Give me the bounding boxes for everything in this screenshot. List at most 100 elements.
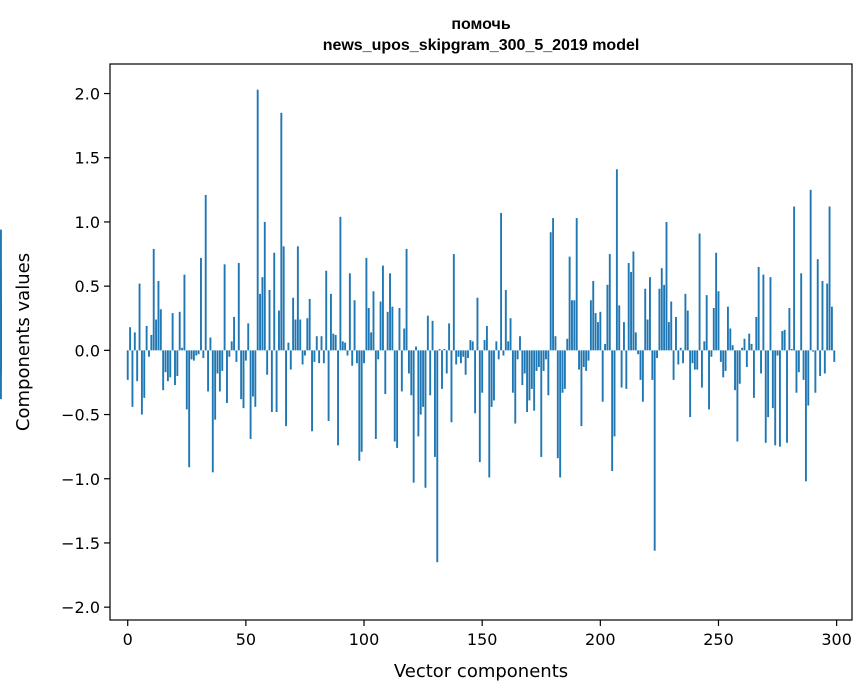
bar-component-262 <box>745 350 748 368</box>
bar-component-177 <box>545 350 547 360</box>
bar-component-132 <box>438 349 441 351</box>
bar-component-0 <box>126 350 129 380</box>
y-tick-label: −1.5 <box>61 534 100 553</box>
bar-component-37 <box>214 350 217 420</box>
bar-component-260 <box>741 347 744 351</box>
bar-component-74 <box>301 350 304 365</box>
bar-component-75 <box>304 350 306 356</box>
bar-component-174 <box>537 350 540 368</box>
bar-component-104 <box>372 291 375 351</box>
bar-component-185 <box>563 350 566 389</box>
bar-component-86 <box>330 293 332 351</box>
bar-component-219 <box>644 288 647 351</box>
bar-component-293 <box>819 350 822 377</box>
bar-component-155 <box>493 350 495 401</box>
bar-component-90 <box>339 216 342 351</box>
bar-component-263 <box>748 333 751 351</box>
bar-component-273 <box>771 350 774 409</box>
bar-component-236 <box>684 293 687 351</box>
bar-component-107 <box>379 301 382 351</box>
bar-component-186 <box>566 338 569 351</box>
bar-component-68 <box>287 342 290 351</box>
bar-component-117 <box>403 328 406 351</box>
bar-component-290 <box>812 350 814 352</box>
bar-component-152 <box>485 325 488 351</box>
bar-component-56 <box>259 293 261 351</box>
bar-component-275 <box>776 350 779 356</box>
bar-component-148 <box>476 297 479 351</box>
bar-component-277 <box>781 331 784 351</box>
bar-component-250 <box>717 291 720 351</box>
bar-component-67 <box>285 350 287 427</box>
bar-component-121 <box>412 350 415 483</box>
bar-component-87 <box>332 333 335 351</box>
bar-component-101 <box>365 257 368 351</box>
bar-component-173 <box>535 350 538 371</box>
y-axis-ticks: −2.0 −1.5 −1.0 −0.5 0.0 0.5 1.0 1.5 2.0 <box>61 85 110 617</box>
bar-component-84 <box>325 270 328 351</box>
bar-component-221 <box>649 277 651 351</box>
bar-component-111 <box>389 273 391 351</box>
bar-component-88 <box>334 334 337 351</box>
bar-component-72 <box>296 246 299 351</box>
bar-component-53 <box>252 350 254 397</box>
bar-component-4 <box>136 350 139 382</box>
x-tick-label: 250 <box>703 630 734 649</box>
bar-component-123 <box>417 350 420 437</box>
bar-component-113 <box>393 350 396 442</box>
bar-component-233 <box>677 350 680 365</box>
bar-component-102 <box>367 307 370 351</box>
bar-component-10 <box>150 334 153 351</box>
bar-component-116 <box>400 350 403 392</box>
bar-component-265 <box>752 350 755 398</box>
bar-component-7 <box>143 350 146 398</box>
bar-component-40 <box>221 350 224 371</box>
bar-component-97 <box>355 350 358 364</box>
bar-component-92 <box>344 342 347 351</box>
bar-component-51 <box>247 323 250 351</box>
bar-component-187 <box>568 256 571 351</box>
bar-component-12 <box>155 319 158 351</box>
bar-component-210 <box>623 322 625 351</box>
bar-component-228 <box>665 221 668 351</box>
bar-component-299 <box>833 350 836 362</box>
bar-component-280 <box>788 307 791 351</box>
bar-component-33 <box>204 194 207 351</box>
bar-component-143 <box>464 350 467 375</box>
bar-component-195 <box>587 350 590 361</box>
bar-component-281 <box>790 349 793 351</box>
bar-component-291 <box>814 350 817 393</box>
bar-component-52 <box>249 350 252 439</box>
bar-component-197 <box>592 281 595 351</box>
bar-component-103 <box>370 332 373 351</box>
bar-component-44 <box>230 341 233 351</box>
bar-component-258 <box>736 350 739 442</box>
bar-component-96 <box>353 300 356 351</box>
bar-component-undefined <box>0 350 2 366</box>
bar-component-255 <box>729 328 732 351</box>
bar-component-49 <box>242 350 245 409</box>
y-tick-label: 0.5 <box>75 277 100 296</box>
bar-component-139 <box>455 350 458 365</box>
bar-component-216 <box>637 350 640 355</box>
bar-series <box>0 89 836 563</box>
bar-component-164 <box>514 350 517 424</box>
bar-component-112 <box>391 306 394 351</box>
bar-component-137 <box>450 350 453 423</box>
bar-component-182 <box>556 350 559 459</box>
y-tick-label: −0.5 <box>61 406 100 425</box>
bar-component-209 <box>620 350 623 388</box>
bar-component-70 <box>292 297 295 351</box>
bar-component-193 <box>582 350 585 368</box>
bar-component-59 <box>266 350 269 375</box>
bar-component-295 <box>823 350 826 374</box>
bar-component-169 <box>526 350 529 412</box>
bar-component-125 <box>422 350 425 407</box>
bar-component-218 <box>641 350 644 402</box>
bar-component-38 <box>216 350 219 374</box>
bar-component-58 <box>263 221 266 351</box>
bar-component-225 <box>658 288 661 351</box>
bar-component-151 <box>483 340 486 351</box>
bar-component-279 <box>786 350 788 443</box>
